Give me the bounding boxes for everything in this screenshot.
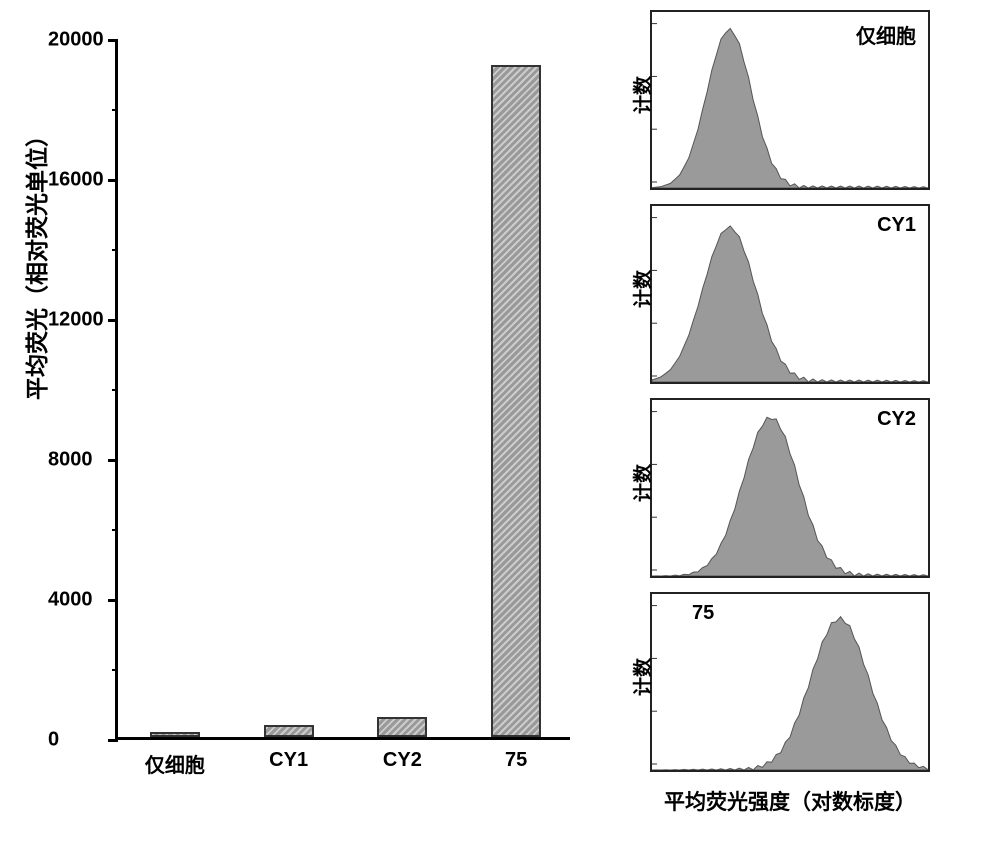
bar-y-minor-tick [112, 389, 118, 391]
bar-y-minor-tick [112, 529, 118, 531]
histogram-panel: 计数仅细胞计数CY1计数CY2计数75 平均荧光强度（对数标度） [590, 0, 1000, 842]
histogram-y-label: 计数 [628, 270, 655, 308]
bar-y-minor-tick [112, 249, 118, 251]
bar-y-tick-label: 8000 [48, 449, 578, 472]
figure-container: 平均荧光（相对荧光单位） 仅细胞CY1CY275 040008000120001… [0, 0, 1000, 842]
bar-y-tick-label: 12000 [48, 309, 578, 332]
histogram-y-label: 计数 [628, 658, 655, 696]
histogram-curve [652, 12, 928, 188]
bar-chart-area: 仅细胞CY1CY275 [115, 40, 570, 740]
bar-y-tick-label: 16000 [48, 169, 578, 192]
histogram-y-label: 计数 [628, 464, 655, 502]
histogram-y-label: 计数 [628, 76, 655, 114]
bar-y-minor-tick [112, 669, 118, 671]
histogram: 计数CY2 [650, 398, 930, 578]
histogram-stack: 计数仅细胞计数CY1计数CY2计数75 [600, 10, 980, 772]
bar [491, 65, 541, 737]
histogram-x-axis-label: 平均荧光强度（对数标度） [600, 786, 980, 816]
bar-x-tick-label: 仅细胞 [145, 749, 205, 778]
bar-y-minor-tick [112, 109, 118, 111]
bar-x-tick-label: CY1 [269, 749, 308, 772]
bar-x-tick-label: 75 [505, 749, 527, 772]
bar-y-tick-label: 20000 [48, 29, 578, 52]
histogram: 计数75 [650, 592, 930, 772]
bar-y-tick-label: 0 [48, 729, 578, 752]
histogram: 计数CY1 [650, 204, 930, 384]
histogram-curve [652, 400, 928, 576]
bar-x-tick-label: CY2 [383, 749, 422, 772]
bar-y-tick-label: 4000 [48, 589, 578, 612]
histogram-curve [652, 206, 928, 382]
histogram: 计数仅细胞 [650, 10, 930, 190]
bar-y-axis-label: 平均荧光（相对荧光单位） [18, 124, 52, 400]
bar-chart-panel: 平均荧光（相对荧光单位） 仅细胞CY1CY275 040008000120001… [0, 0, 590, 842]
histogram-curve [652, 594, 928, 770]
